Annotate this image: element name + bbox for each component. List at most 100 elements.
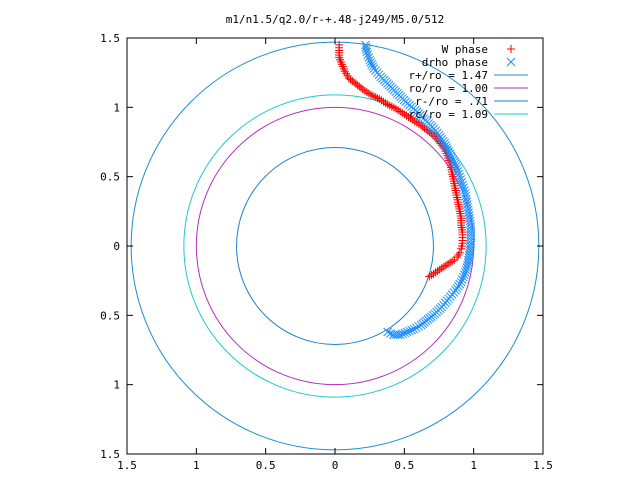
axis-ticks: 1.5 1 0.5 0 0.5 1 1.51.510.500.511.5 [100,32,553,472]
w-phase-point [448,257,457,266]
drho-phase-point [460,186,469,195]
drho-phase-point [407,325,417,335]
drho-phase-point [460,188,470,198]
x-tick-label: 0 [332,459,339,472]
drho-phase-point [456,175,466,184]
drho-phase-point [454,169,464,179]
drho-phase-point [369,64,379,73]
w-phase-point [437,264,446,273]
drho-phase-point [457,177,467,187]
w-phase-point [375,95,384,104]
drho-phase-point [365,55,375,65]
w-phase-point [441,261,450,270]
drho-phase-point [449,157,459,167]
w-phase-point [444,260,453,269]
series-0 [335,40,467,281]
drho-phase-point [400,328,410,338]
legend-label: r-/ro = .71 [415,95,488,108]
drho-phase-point [462,197,472,206]
drho-phase-point [460,267,470,277]
drho-phase-point [462,200,472,209]
y-tick-label: 1 [113,101,120,114]
w-phase-point [362,88,371,97]
w-phase-point [396,107,405,116]
w-phase-point [453,253,462,262]
drho-phase-point [388,330,398,340]
w-phase-point [383,100,392,109]
y-tick-label: 0 [113,240,120,253]
drho-phase-point [463,202,473,212]
w-phase-point [429,269,438,278]
y-tick-label: 1.5 [100,32,120,45]
w-phase-point [408,115,417,124]
legend-label: r+/ro = 1.47 [409,69,488,82]
w-phase-point [406,114,415,123]
drho-phase-point [453,166,463,176]
drho-phase-point [458,180,467,190]
w-phase-point [392,104,401,113]
drho-phase-point [368,62,378,71]
legend-label: ro/ro = 1.00 [409,82,488,95]
w-phase-point [433,266,442,275]
w-phase-point [410,117,419,126]
chart-title: m1/n1.5/q2.0/r-+.48-j249/M5.0/512 [226,13,445,26]
circle-1 [195,106,475,386]
drho-phase-point [398,329,407,339]
series-1 [361,40,476,340]
w-phase-point [381,99,390,108]
drho-phase-point [452,163,462,173]
drho-phase-point [447,153,457,163]
data-series [335,40,476,340]
y-tick-label: 1.5 [100,448,120,461]
x-tick-label: 0.5 [256,459,276,472]
drho-phase-point [455,172,465,182]
w-phase-point [373,93,382,102]
w-phase-point [454,251,463,260]
w-phase-point [400,110,409,119]
w-phase-point [431,268,440,277]
drho-phase-point [466,222,476,231]
x-tick-label: 1.5 [117,459,137,472]
drho-phase-point [464,208,473,218]
w-phase-point [387,102,396,111]
drho-phase-point [367,59,377,69]
drho-phase-point [459,183,468,193]
w-phase-point [398,108,407,117]
w-phase-point [364,89,373,98]
drho-phase-point [363,50,373,59]
drho-phase-point [466,219,475,229]
w-phase-point [367,90,376,99]
drho-phase-point [446,151,456,161]
w-phase-point [425,272,434,281]
drho-phase-point [364,53,374,62]
w-phase-point [455,248,464,257]
drho-phase-point [395,330,405,340]
drho-phase-point [461,265,471,275]
drho-phase-point [361,40,370,50]
w-phase-point [369,91,378,100]
x-tick-label: 1 [470,459,477,472]
drho-phase-point [450,159,460,169]
circle-3 [183,94,487,398]
drho-phase-point [463,205,473,215]
w-phase-point [427,271,436,280]
legend-label: drho phase [422,56,488,69]
x-tick-label: 1 [193,459,200,472]
w-phase-point [394,106,403,115]
x-tick-label: 1.5 [533,459,553,472]
drho-phase-point [459,270,469,280]
drho-phase-point [461,191,471,201]
drho-phase-point [444,147,454,157]
w-phase-point [389,103,398,112]
x-tick-label: 0.5 [394,459,414,472]
w-phase-point [371,92,380,101]
drho-phase-point [462,263,472,272]
drho-phase-point [442,143,451,152]
legend-marker [506,57,516,67]
legend-label: rc/ro = 1.09 [409,108,488,121]
w-phase-point [377,96,386,105]
drho-phase-point [448,155,458,165]
drho-phase-point [361,42,371,52]
